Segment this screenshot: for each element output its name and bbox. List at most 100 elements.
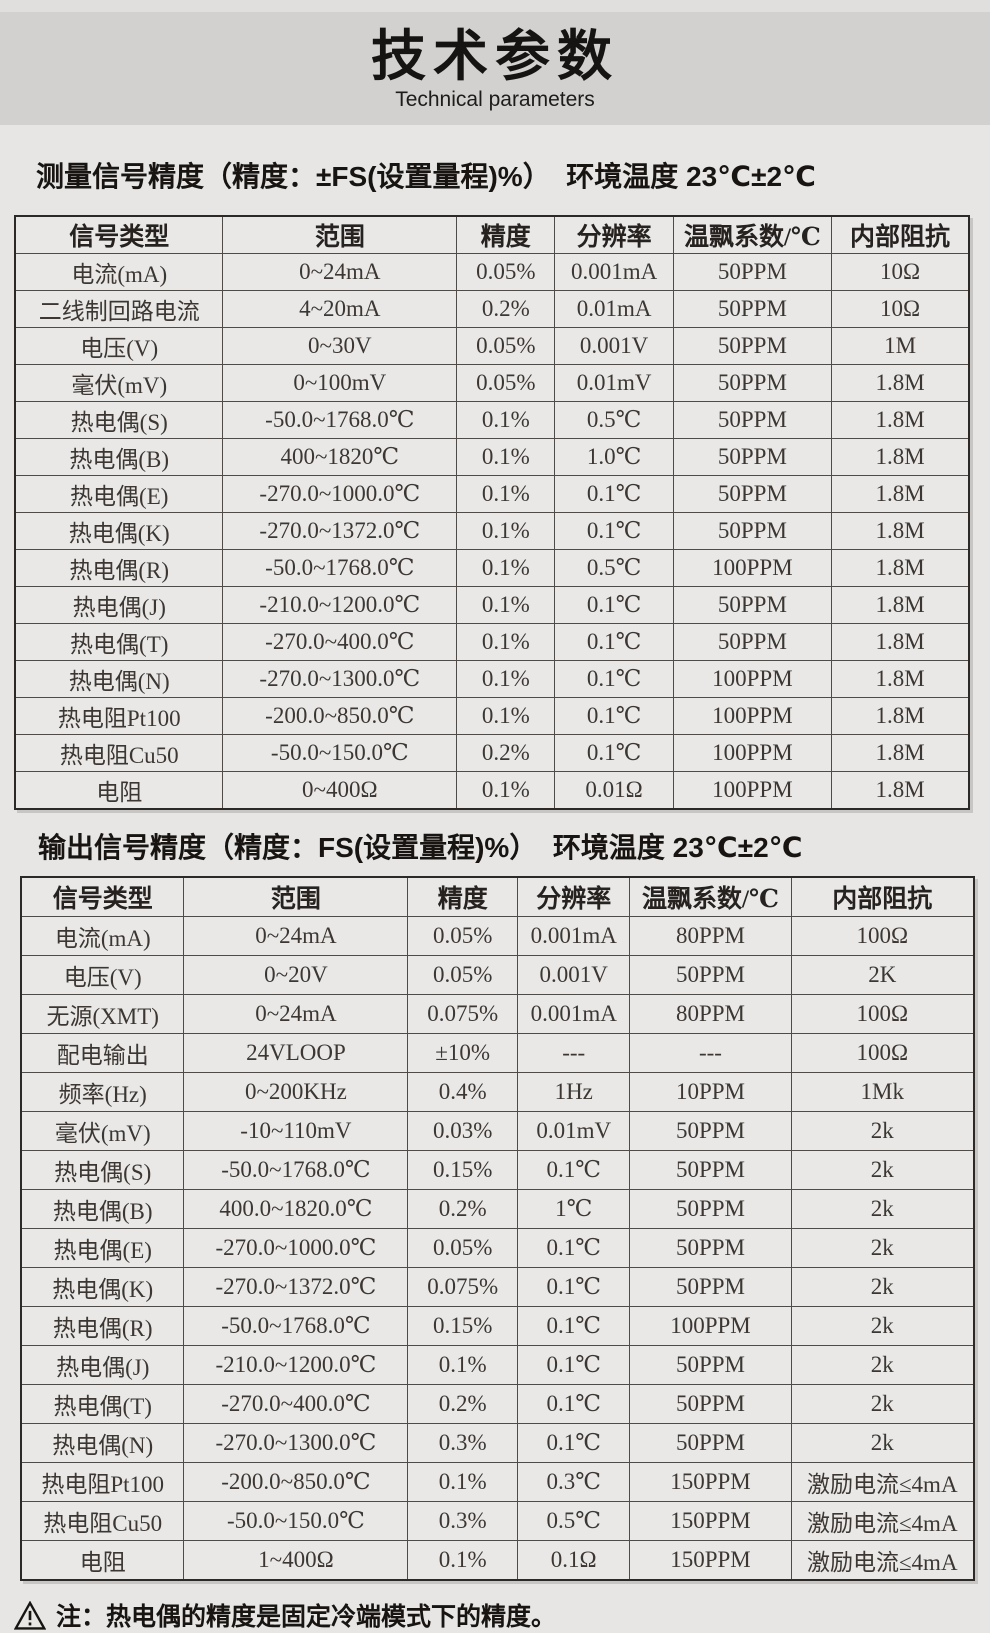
cell: 0.1% [456, 771, 556, 810]
cell: 150PPM [629, 1540, 792, 1581]
cell: 0.15% [407, 1306, 518, 1346]
cell: 热电偶(K) [20, 1267, 185, 1307]
cell: 100PPM [672, 660, 833, 698]
cell: 1.8M [831, 734, 970, 772]
warning-icon [14, 1600, 46, 1630]
cell: 0~24mA [222, 253, 458, 291]
cell: 2k [790, 1228, 975, 1268]
cell: 50PPM [629, 1384, 792, 1424]
cell: 4~20mA [222, 290, 458, 328]
cell: 0.1% [456, 475, 556, 513]
measurement-table: 信号类型 范围 精度 分辨率 温飘系数/℃ 内部阻抗 电流(mA) 0~24mA 0.05% 0.… [14, 215, 970, 810]
cell: 激励电流≤4mA [790, 1501, 975, 1541]
column-header: 信号类型 [20, 876, 185, 917]
cell: 0.1℃ [516, 1267, 631, 1307]
cell: -210.0~1200.0℃ [183, 1345, 409, 1385]
cell: 0~20V [183, 955, 409, 995]
cell: 0.01mA [554, 290, 674, 328]
cell: 0.1% [407, 1540, 518, 1581]
cell: -270.0~1372.0℃ [222, 512, 458, 550]
cell: --- [516, 1033, 631, 1073]
table-row: 热电偶(K) -270.0~1372.0℃ 0.075% 0.1℃ 50PPM 2k [20, 1267, 975, 1307]
cell: -50.0~150.0℃ [222, 734, 458, 772]
cell: 1.8M [831, 364, 970, 402]
cell: 热电偶(B) [20, 1189, 185, 1229]
cell: 2k [790, 1189, 975, 1229]
cell: 0.15% [407, 1150, 518, 1190]
cell: 0.001mA [516, 916, 631, 956]
cell: 0.5℃ [554, 549, 674, 587]
column-header: 信号类型 [14, 215, 224, 254]
cell: 0.1% [456, 586, 556, 624]
cell: 0.05% [456, 327, 556, 365]
cell: 80PPM [629, 916, 792, 956]
cell: -10~110mV [183, 1111, 409, 1151]
cell: 0.1℃ [554, 660, 674, 698]
cell: 0.1℃ [554, 623, 674, 661]
table-row: 热电偶(E) -270.0~1000.0℃ 0.1% 0.1℃ 50PPM 1.8M [14, 475, 970, 513]
cell: 1Mk [790, 1072, 975, 1112]
cell: 0.05% [407, 916, 518, 956]
cell: 0~24mA [183, 994, 409, 1034]
cell: 2k [790, 1267, 975, 1307]
table-row: 热电偶(B) 400.0~1820.0℃ 0.2% 1℃ 50PPM 2k [20, 1189, 975, 1229]
cell: 2k [790, 1111, 975, 1151]
cell: 0.1% [456, 512, 556, 550]
cell: 0.1℃ [516, 1228, 631, 1268]
cell: 2k [790, 1384, 975, 1424]
footnote-text: 注：热电偶的精度是固定冷端模式下的精度。 [56, 1603, 557, 1631]
table-row: 热电偶(K) -270.0~1372.0℃ 0.1% 0.1℃ 50PPM 1.8M [14, 512, 970, 550]
output-section-heading: 输出信号精度（精度：FS(设置量程)%） 环境温度 23℃±2℃ [38, 832, 803, 863]
cell: 2k [790, 1150, 975, 1190]
cell: 频率(Hz) [20, 1072, 185, 1112]
table-row: 电压(V) 0~20V 0.05% 0.001V 50PPM 2K [20, 955, 975, 995]
table-row: 热电偶(J) -210.0~1200.0℃ 0.1% 0.1℃ 50PPM 1.8M [14, 586, 970, 624]
top-strip [0, 0, 990, 12]
cell: 0.01mV [554, 364, 674, 402]
cell: -270.0~1372.0℃ [183, 1267, 409, 1307]
table-row: 热电偶(R) -50.0~1768.0℃ 0.15% 0.1℃ 100PPM 2k [20, 1306, 975, 1346]
cell: 100Ω [790, 994, 975, 1034]
table-row: 毫伏(mV) -10~110mV 0.03% 0.01mV 50PPM 2k [20, 1111, 975, 1151]
cell: 0.001V [516, 955, 631, 995]
cell: 1.8M [831, 549, 970, 587]
table-row: 毫伏(mV) 0~100mV 0.05% 0.01mV 50PPM 1.8M [14, 364, 970, 402]
cell: 50PPM [672, 586, 833, 624]
table-row: 电阻 1~400Ω 0.1% 0.1Ω 150PPM 激励电流≤4mA [20, 1540, 975, 1581]
cell: 毫伏(mV) [20, 1111, 185, 1151]
cell: 50PPM [629, 1228, 792, 1268]
column-header: 内部阻抗 [831, 215, 970, 254]
cell: 1.8M [831, 660, 970, 698]
cell: 0.03% [407, 1111, 518, 1151]
cell: 1M [831, 327, 970, 365]
column-header: 范围 [183, 876, 409, 917]
cell: 50PPM [672, 401, 833, 439]
cell: 50PPM [629, 1111, 792, 1151]
cell: 1~400Ω [183, 1540, 409, 1581]
cell: 电流(mA) [20, 916, 185, 956]
cell: 50PPM [672, 253, 833, 291]
cell: 100Ω [790, 916, 975, 956]
cell: 毫伏(mV) [14, 364, 224, 402]
cell: -270.0~400.0℃ [222, 623, 458, 661]
table-row: 无源(XMT) 0~24mA 0.075% 0.001mA 80PPM 100Ω [20, 994, 975, 1034]
cell: 0.1% [456, 623, 556, 661]
column-header: 分辨率 [516, 876, 631, 917]
cell: 24VLOOP [183, 1033, 409, 1073]
table-row: 热电阻Pt100 -200.0~850.0℃ 0.1% 0.3℃ 150PPM 激励电流≤… [20, 1462, 975, 1502]
column-header: 分辨率 [554, 215, 674, 254]
cell: 0.1℃ [516, 1306, 631, 1346]
cell: 50PPM [672, 327, 833, 365]
cell: -50.0~1768.0℃ [222, 549, 458, 587]
cell: 0.1% [456, 401, 556, 439]
cell: -270.0~1300.0℃ [183, 1423, 409, 1463]
cell: 0.1% [407, 1462, 518, 1502]
cell: 电压(V) [20, 955, 185, 995]
table-row: 热电偶(N) -270.0~1300.0℃ 0.3% 0.1℃ 50PPM 2k [20, 1423, 975, 1463]
page-subtitle: Technical parameters [395, 88, 595, 111]
header-row: 信号类型 范围 精度 分辨率 温飘系数/℃ 内部阻抗 [14, 215, 970, 254]
cell: 100PPM [629, 1306, 792, 1346]
cell: 0.001V [554, 327, 674, 365]
cell: 10Ω [831, 253, 970, 291]
column-header: 温飘系数/℃ [672, 215, 833, 254]
